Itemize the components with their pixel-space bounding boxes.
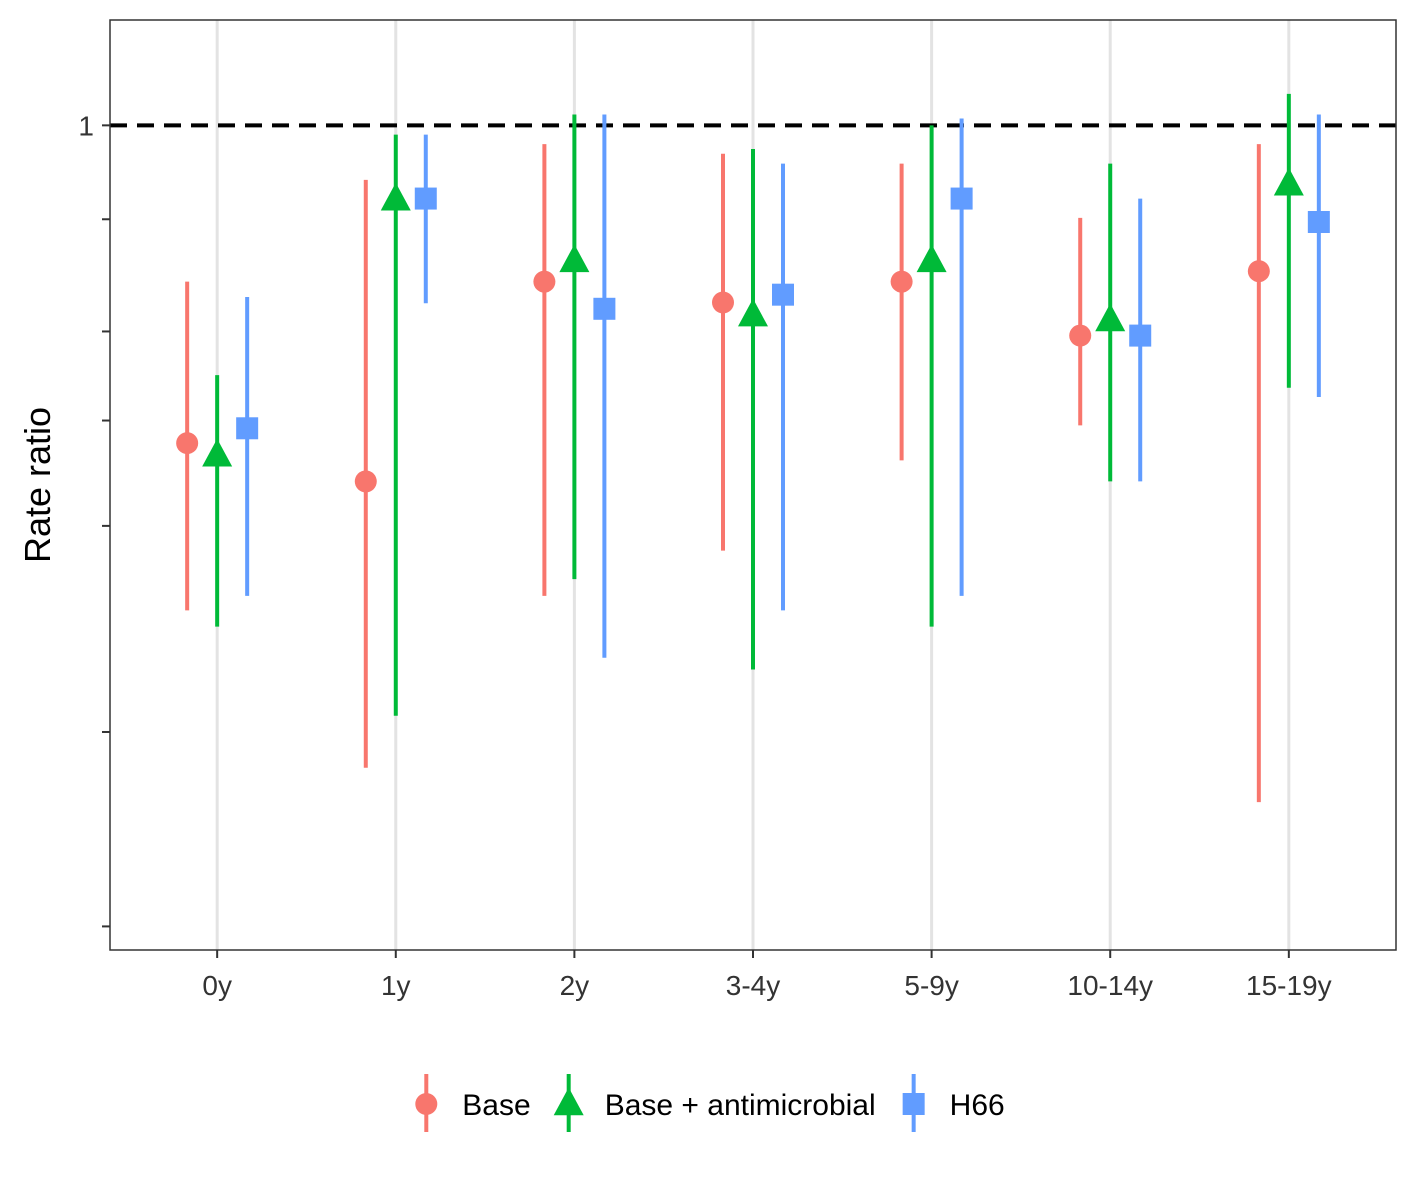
series-base [176, 144, 1270, 803]
data-point [593, 297, 616, 320]
y-tick-label: 1 [78, 110, 94, 141]
data-point [712, 291, 734, 314]
data-point [533, 270, 556, 293]
legend-item: Base [415, 1074, 531, 1132]
legend-item: Base + antimicrobial [553, 1074, 876, 1132]
legend-key-symbol [553, 1087, 584, 1116]
legend: Base Base + antimicrobial H66 [415, 1074, 1005, 1132]
data-point [916, 244, 947, 273]
legend-label: H66 [950, 1089, 1005, 1122]
data-point [738, 298, 768, 327]
series-h66 [236, 114, 1330, 658]
data-point [176, 432, 199, 455]
data-point [354, 470, 377, 493]
data-point [1273, 167, 1304, 196]
legend-key-symbol [902, 1093, 925, 1115]
x-tick-label: 5-9y [904, 970, 958, 1001]
data-point [380, 182, 411, 211]
data-point [236, 417, 259, 440]
data-point [890, 270, 913, 293]
data-point [950, 187, 973, 210]
data-point [1095, 303, 1126, 332]
y-axis: 1 [78, 110, 110, 928]
legend-label: Base [462, 1089, 530, 1122]
series-base-antimicrobial [202, 93, 1304, 716]
data-point [772, 283, 794, 306]
x-axis: 0y 1y 2y 3-4y 5-9y 10-14y 15-19y [202, 950, 1332, 1001]
x-tick-label: 15-19y [1246, 970, 1332, 1001]
y-axis-title: Rate ratio [17, 407, 58, 563]
legend-item: H66 [902, 1074, 1005, 1132]
data-point [1069, 324, 1092, 347]
data-point [1129, 324, 1152, 347]
data-point [202, 438, 233, 467]
legend-label: Base + antimicrobial [605, 1089, 876, 1122]
x-tick-label: 1y [381, 970, 411, 1001]
x-tick-label: 0y [202, 970, 232, 1001]
data-point [414, 187, 437, 210]
x-tick-label: 2y [560, 970, 590, 1001]
x-tick-label: 3-4y [726, 970, 780, 1001]
data-layer [176, 93, 1330, 803]
data-point [1307, 210, 1330, 233]
data-point [1247, 260, 1270, 283]
data-point [559, 244, 590, 273]
legend-key-symbol [415, 1093, 438, 1115]
x-tick-label: 10-14y [1067, 970, 1153, 1001]
